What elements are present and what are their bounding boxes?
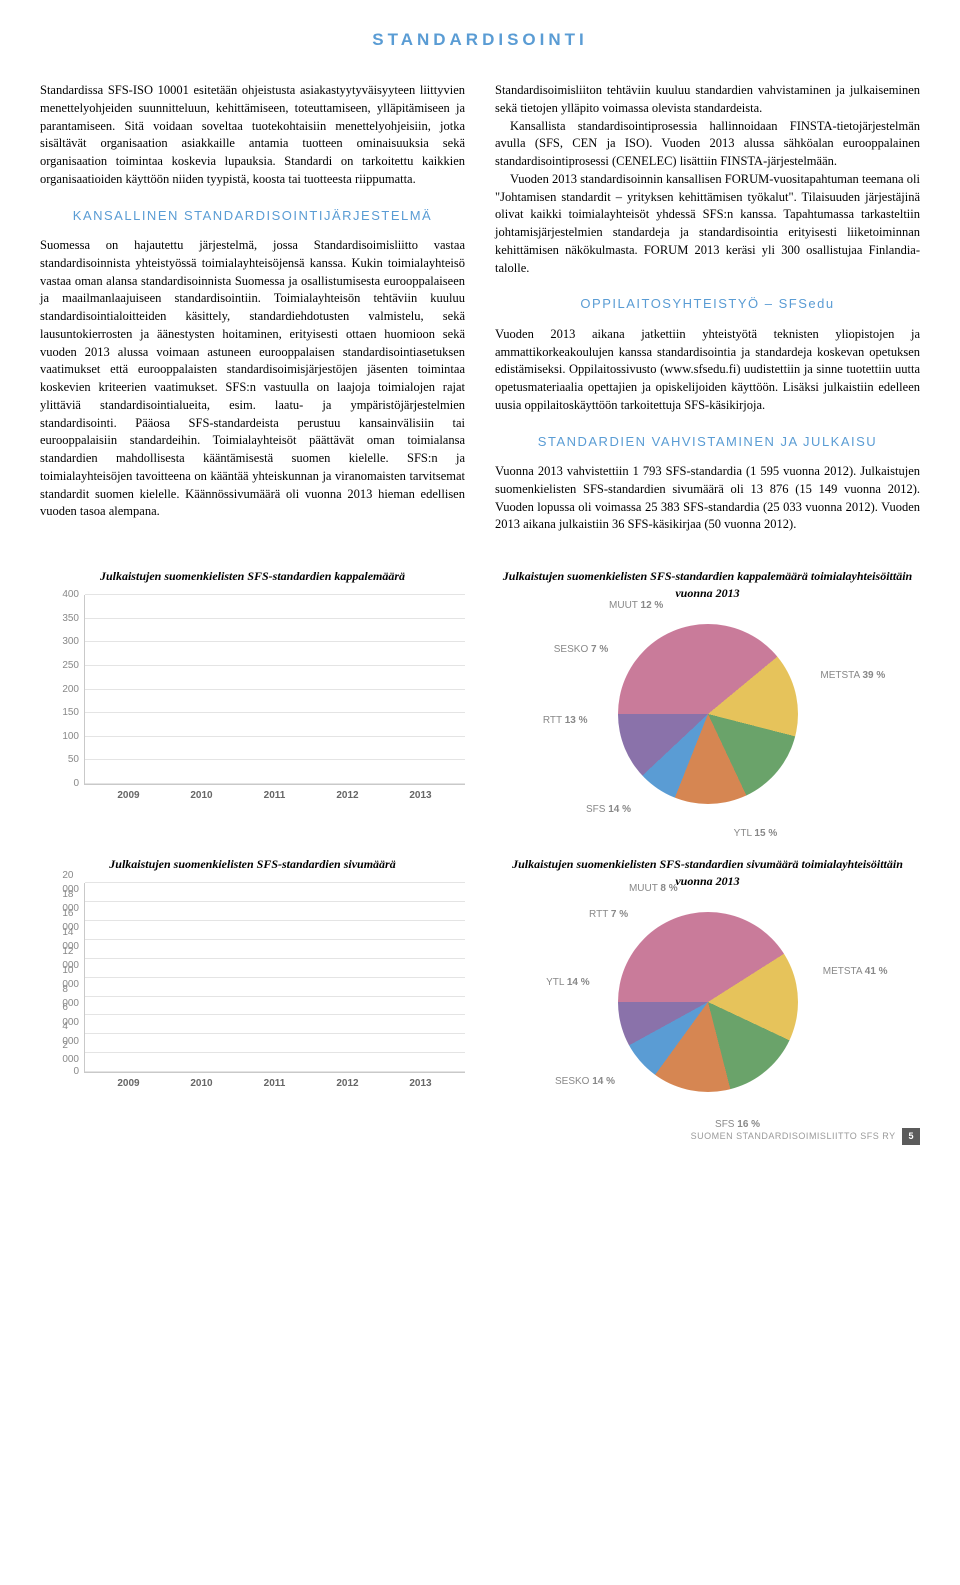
x-tick-label: 2013: [384, 785, 457, 803]
para: Vuonna 2013 vahvistettiin 1 793 SFS-stan…: [495, 463, 920, 534]
pie-slice-label: SFS 14 %: [586, 802, 631, 816]
x-tick-label: 2010: [165, 785, 238, 803]
body-columns: Standardissa SFS-ISO 10001 esitetään ohj…: [40, 82, 920, 534]
x-tick-label: 2011: [238, 1073, 311, 1091]
y-tick-label: 200: [62, 682, 79, 696]
subhead-oppilaitos: OPPILAITOSYHTEISTYÖ – SFSedu: [495, 295, 920, 313]
x-tick-label: 2009: [92, 785, 165, 803]
x-tick-label: 2010: [165, 1073, 238, 1091]
pie-slice-label: METSTA 39 %: [820, 669, 885, 683]
subhead-kansallinen: KANSALLINEN STANDARDISOINTIJÄRJESTELMÄ: [40, 207, 465, 225]
page-number: 5: [902, 1128, 920, 1145]
x-tick-label: 2011: [238, 785, 311, 803]
para: Standardisoimisliiton tehtäviin kuuluu s…: [495, 82, 920, 118]
y-tick-label: 100: [62, 730, 79, 744]
y-tick-label: 0: [73, 777, 79, 791]
pie-slice-label: RTT 13 %: [543, 714, 588, 728]
para: Vuoden 2013 aikana jatkettiin yhteistyöt…: [495, 326, 920, 415]
bar-chart-2: Julkaistujen suomenkielisten SFS-standar…: [40, 856, 465, 1110]
pie-slice-label: YTL 14 %: [546, 976, 590, 990]
x-tick-label: 2009: [92, 1073, 165, 1091]
x-tick-label: 2012: [311, 1073, 384, 1091]
charts-row-1: Julkaistujen suomenkielisten SFS-standar…: [40, 568, 920, 822]
pie-slice-label: MUUT 8 %: [629, 882, 678, 896]
page-header: STANDARDISOINTI: [40, 28, 920, 52]
pie: [618, 624, 798, 804]
para: Suomessa on hajautettu järjestelmä, joss…: [40, 237, 465, 521]
pie-slice-label: METSTA 41 %: [823, 965, 888, 979]
chart-title: Julkaistujen suomenkielisten SFS-standar…: [40, 568, 465, 585]
pie-slice-label: MUUT 12 %: [609, 598, 663, 612]
chart-title: Julkaistujen suomenkielisten SFS-standar…: [495, 856, 920, 890]
pie-chart-2: Julkaistujen suomenkielisten SFS-standar…: [495, 856, 920, 1110]
charts-row-2: Julkaistujen suomenkielisten SFS-standar…: [40, 856, 920, 1110]
pie-slice-label: SFS 16 %: [715, 1118, 760, 1132]
page-footer: SUOMEN STANDARDISOIMISLIITTO SFS RY 5: [40, 1128, 920, 1145]
para: Standardissa SFS-ISO 10001 esitetään ohj…: [40, 82, 465, 189]
y-tick-label: 150: [62, 706, 79, 720]
para: Kansallista standardisointiprosessia hal…: [495, 118, 920, 171]
chart-title: Julkaistujen suomenkielisten SFS-standar…: [40, 856, 465, 873]
pie-slice-label: YTL 15 %: [734, 827, 778, 841]
y-tick-label: 20 000: [62, 869, 79, 897]
chart-title: Julkaistujen suomenkielisten SFS-standar…: [495, 568, 920, 602]
left-column: Standardissa SFS-ISO 10001 esitetään ohj…: [40, 82, 465, 534]
pie-chart-1: Julkaistujen suomenkielisten SFS-standar…: [495, 568, 920, 822]
x-tick-label: 2012: [311, 785, 384, 803]
y-tick-label: 250: [62, 659, 79, 673]
footer-text: SUOMEN STANDARDISOIMISLIITTO SFS RY: [691, 1131, 896, 1141]
y-tick-label: 400: [62, 588, 79, 602]
bar-chart-1: Julkaistujen suomenkielisten SFS-standar…: [40, 568, 465, 822]
pie-slice-label: SESKO 7 %: [554, 643, 608, 657]
y-tick-label: 350: [62, 612, 79, 626]
pie-slice-label: RTT 7 %: [589, 908, 628, 922]
y-tick-label: 50: [68, 753, 79, 767]
subhead-vahvistaminen: STANDARDIEN VAHVISTAMINEN JA JULKAISU: [495, 433, 920, 451]
right-column: Standardisoimisliiton tehtäviin kuuluu s…: [495, 82, 920, 534]
pie: [618, 912, 798, 1092]
para: Vuoden 2013 standardisoinnin kansallisen…: [495, 171, 920, 278]
x-tick-label: 2013: [384, 1073, 457, 1091]
y-tick-label: 300: [62, 635, 79, 649]
pie-slice-label: SESKO 14 %: [555, 1075, 615, 1089]
